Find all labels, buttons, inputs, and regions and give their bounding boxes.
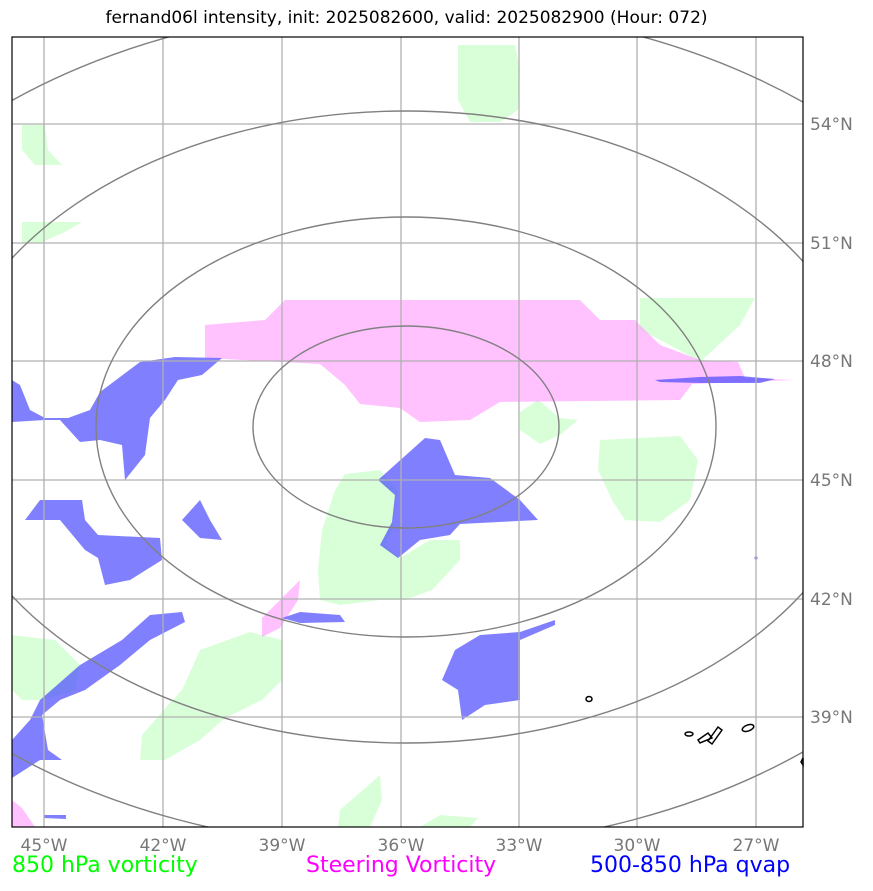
qvap-region bbox=[182, 500, 222, 540]
vorticity-850-region bbox=[458, 45, 520, 122]
lat-labels: 54°N 51°N 48°N 45°N 42°N 39°N bbox=[810, 115, 853, 728]
vorticity-850-region bbox=[520, 400, 578, 444]
lon-label: 42°W bbox=[140, 836, 187, 856]
lon-label: 30°W bbox=[614, 836, 661, 856]
qvap-region bbox=[44, 815, 66, 819]
distance-ring bbox=[95, 216, 717, 638]
legend-qvap: 500-850 hPa qvap bbox=[590, 853, 791, 878]
lat-label: 51°N bbox=[810, 234, 853, 254]
steering-vorticity-region bbox=[262, 580, 300, 637]
qvap-region bbox=[655, 376, 775, 383]
vorticity-850-region bbox=[640, 298, 755, 362]
lon-labels: 45°W 42°W 39°W 36°W 33°W 30°W 27°W bbox=[21, 836, 780, 856]
qvap-region bbox=[12, 357, 222, 480]
qvap-region bbox=[25, 500, 162, 585]
contour bbox=[696, 731, 714, 744]
lon-label: 45°W bbox=[21, 836, 68, 856]
qvap-region bbox=[282, 612, 345, 623]
legend-850-vorticity: 850 hPa vorticity bbox=[12, 853, 198, 878]
vorticity-850-region bbox=[22, 125, 62, 165]
black-contours bbox=[585, 695, 804, 768]
lat-label: 48°N bbox=[810, 352, 853, 372]
contour bbox=[706, 725, 724, 746]
contour bbox=[684, 731, 694, 737]
lat-label: 42°N bbox=[810, 590, 853, 610]
graticule bbox=[12, 37, 803, 827]
legend-steering-vorticity: Steering Vorticity bbox=[306, 853, 497, 878]
contour bbox=[585, 695, 593, 703]
lon-label: 33°W bbox=[496, 836, 543, 856]
vorticity-850-region bbox=[140, 632, 282, 760]
distance-rings bbox=[12, 37, 803, 827]
qvap-region bbox=[12, 612, 185, 778]
vorticity-850-layer bbox=[12, 45, 755, 827]
plot-frame bbox=[11, 36, 804, 828]
vorticity-850-region bbox=[420, 815, 478, 827]
distance-ring bbox=[252, 325, 560, 529]
vorticity-850-region bbox=[598, 436, 698, 522]
vorticity-850-region bbox=[318, 470, 460, 605]
map-title: fernand06l intensity, init: 2025082600, … bbox=[105, 8, 708, 28]
lat-label: 54°N bbox=[810, 115, 853, 135]
qvap-region bbox=[442, 620, 555, 720]
distance-ring bbox=[12, 110, 803, 744]
lon-label: 27°W bbox=[733, 836, 780, 856]
vorticity-850-region bbox=[338, 775, 382, 827]
lat-label: 39°N bbox=[810, 708, 853, 728]
contour bbox=[741, 723, 755, 733]
vorticity-850-region bbox=[22, 222, 82, 243]
lon-label: 36°W bbox=[378, 836, 425, 856]
steering-vorticity-region bbox=[12, 800, 35, 827]
lon-label: 39°W bbox=[259, 836, 306, 856]
lat-label: 45°N bbox=[810, 471, 853, 491]
